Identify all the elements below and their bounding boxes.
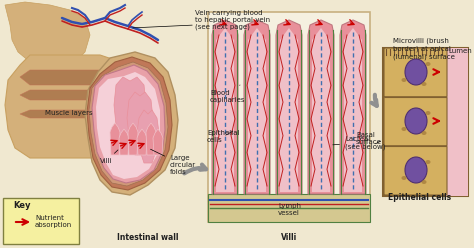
Text: Basal
surface: Basal surface	[356, 132, 382, 145]
FancyBboxPatch shape	[446, 48, 468, 196]
Polygon shape	[276, 20, 302, 194]
Polygon shape	[244, 20, 270, 194]
Polygon shape	[119, 129, 129, 155]
FancyBboxPatch shape	[3, 198, 79, 244]
Polygon shape	[20, 90, 145, 100]
Ellipse shape	[405, 59, 427, 85]
Polygon shape	[89, 62, 168, 186]
FancyBboxPatch shape	[208, 12, 370, 222]
Text: Villi: Villi	[100, 150, 118, 164]
Polygon shape	[146, 123, 156, 155]
Polygon shape	[312, 28, 330, 192]
Polygon shape	[216, 28, 234, 192]
Text: Lumen: Lumen	[448, 48, 472, 54]
Polygon shape	[114, 77, 146, 145]
Polygon shape	[137, 110, 159, 163]
Text: Muscle layers: Muscle layers	[45, 110, 92, 116]
Polygon shape	[344, 28, 362, 192]
Text: Nutrient
absorption: Nutrient absorption	[35, 216, 72, 228]
Polygon shape	[128, 123, 138, 155]
Ellipse shape	[401, 78, 407, 82]
Text: Vein carrying blood
to hepatic portal vein
(see next page): Vein carrying blood to hepatic portal ve…	[195, 10, 270, 31]
Text: Large
circular
folds: Large circular folds	[151, 149, 196, 175]
FancyBboxPatch shape	[384, 97, 447, 146]
Text: Lymph
vessel: Lymph vessel	[278, 203, 301, 216]
Ellipse shape	[401, 127, 407, 131]
Polygon shape	[5, 55, 148, 158]
Polygon shape	[20, 110, 145, 118]
Ellipse shape	[426, 111, 430, 115]
Text: Villi: Villi	[281, 233, 297, 242]
Text: Lacteal
(see below): Lacteal (see below)	[333, 136, 385, 150]
Polygon shape	[92, 65, 165, 183]
Text: Blood
capillaries: Blood capillaries	[210, 85, 246, 103]
Ellipse shape	[421, 82, 427, 86]
Ellipse shape	[405, 108, 427, 134]
Polygon shape	[153, 129, 163, 155]
Ellipse shape	[421, 131, 427, 135]
Polygon shape	[340, 20, 366, 194]
Ellipse shape	[426, 160, 430, 164]
Text: Key: Key	[13, 201, 30, 210]
Polygon shape	[96, 72, 160, 179]
Polygon shape	[87, 57, 172, 190]
Polygon shape	[85, 52, 178, 195]
Ellipse shape	[405, 157, 427, 183]
Ellipse shape	[401, 176, 407, 180]
Polygon shape	[137, 129, 147, 155]
FancyBboxPatch shape	[208, 194, 370, 222]
Polygon shape	[308, 20, 334, 194]
Text: Microvilli (brush
border) at apical
(lumenal) surface: Microvilli (brush border) at apical (lum…	[393, 38, 455, 60]
Polygon shape	[248, 28, 266, 192]
Text: Epithelial
cells: Epithelial cells	[207, 130, 239, 143]
Ellipse shape	[421, 180, 427, 184]
FancyBboxPatch shape	[384, 146, 447, 195]
Polygon shape	[20, 70, 145, 85]
Polygon shape	[110, 123, 120, 155]
Text: Intestinal wall: Intestinal wall	[117, 233, 179, 242]
Text: Epithelial cells: Epithelial cells	[388, 193, 452, 202]
FancyBboxPatch shape	[383, 48, 468, 196]
Ellipse shape	[426, 62, 430, 66]
Polygon shape	[127, 92, 153, 155]
FancyBboxPatch shape	[384, 48, 447, 97]
Polygon shape	[5, 2, 90, 68]
Polygon shape	[212, 20, 238, 194]
Polygon shape	[280, 28, 298, 192]
